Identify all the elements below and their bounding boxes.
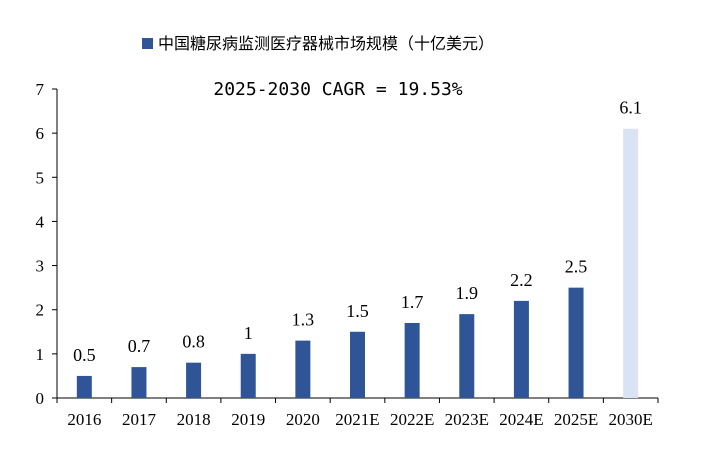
x-tick-label-2021E: 2021E <box>335 410 379 429</box>
bar-2020 <box>295 340 311 398</box>
bar-2021E <box>350 331 365 398</box>
legend: 中国糖尿病监测医疗器械市场规模（十亿美元） <box>142 34 494 53</box>
x-tick-label-2024E: 2024E <box>499 410 543 429</box>
bar-2022E <box>404 322 420 398</box>
bar-2025E <box>568 287 584 398</box>
x-axis: 2016 2017 2018 2019 2020 2021E 2022E 2023E 2024E… <box>56 397 659 429</box>
x-tick-label-2023E: 2023E <box>445 410 489 429</box>
data-label-2022E: 1.7 <box>401 292 424 312</box>
data-label-2017: 0.7 <box>128 336 151 356</box>
y-tick-label: 4 <box>36 212 45 231</box>
data-label-2025E: 2.5 <box>565 257 588 277</box>
data-label-2019: 1 <box>244 323 253 343</box>
cagr-annotation: 2025-2030 CAGR = 19.53% <box>213 79 462 100</box>
y-tick-label: 5 <box>36 168 45 187</box>
bar-2030E <box>623 128 639 398</box>
data-label-2030E: 6.1 <box>619 98 642 118</box>
x-tick-label-2025E: 2025E <box>554 410 598 429</box>
data-label-2021E: 1.5 <box>346 301 369 321</box>
bar-2024E <box>513 300 529 398</box>
x-tick-label-2020: 2020 <box>286 410 320 429</box>
x-tick-label-2030E: 2030E <box>608 410 652 429</box>
y-tick-label: 1 <box>36 345 45 364</box>
x-tick-label-2019: 2019 <box>231 410 265 429</box>
bar-2017 <box>131 367 147 398</box>
data-label-2023E: 1.9 <box>456 283 479 303</box>
x-tick-label-2018: 2018 <box>177 410 211 429</box>
data-labels: 0.5 0.7 0.8 1 1.3 1.5 1.7 1.9 2.2 2.5 6.1 <box>73 98 642 365</box>
bar-2018 <box>186 362 202 398</box>
bars <box>76 128 639 398</box>
y-axis: 0 1 2 3 4 5 6 7 <box>36 80 58 408</box>
data-label-2020: 1.3 <box>292 310 315 330</box>
x-tick-label-2022E: 2022E <box>390 410 434 429</box>
y-tick-label: 6 <box>36 124 45 143</box>
y-tick-label: 0 <box>36 389 45 408</box>
y-tick-label: 3 <box>36 257 45 276</box>
x-tick-label-2016: 2016 <box>67 410 101 429</box>
bar-2016 <box>76 375 92 398</box>
data-label-2016: 0.5 <box>73 345 96 365</box>
legend-swatch <box>142 38 153 49</box>
y-tick-label: 2 <box>36 301 45 320</box>
y-tick-label: 7 <box>36 80 45 99</box>
bar-2023E <box>459 314 475 398</box>
data-label-2018: 0.8 <box>182 332 205 352</box>
x-tick-label-2017: 2017 <box>122 410 157 429</box>
data-label-2024E: 2.2 <box>510 270 533 290</box>
legend-label: 中国糖尿病监测医疗器械市场规模（十亿美元） <box>158 34 494 53</box>
bar-2019 <box>240 353 256 398</box>
